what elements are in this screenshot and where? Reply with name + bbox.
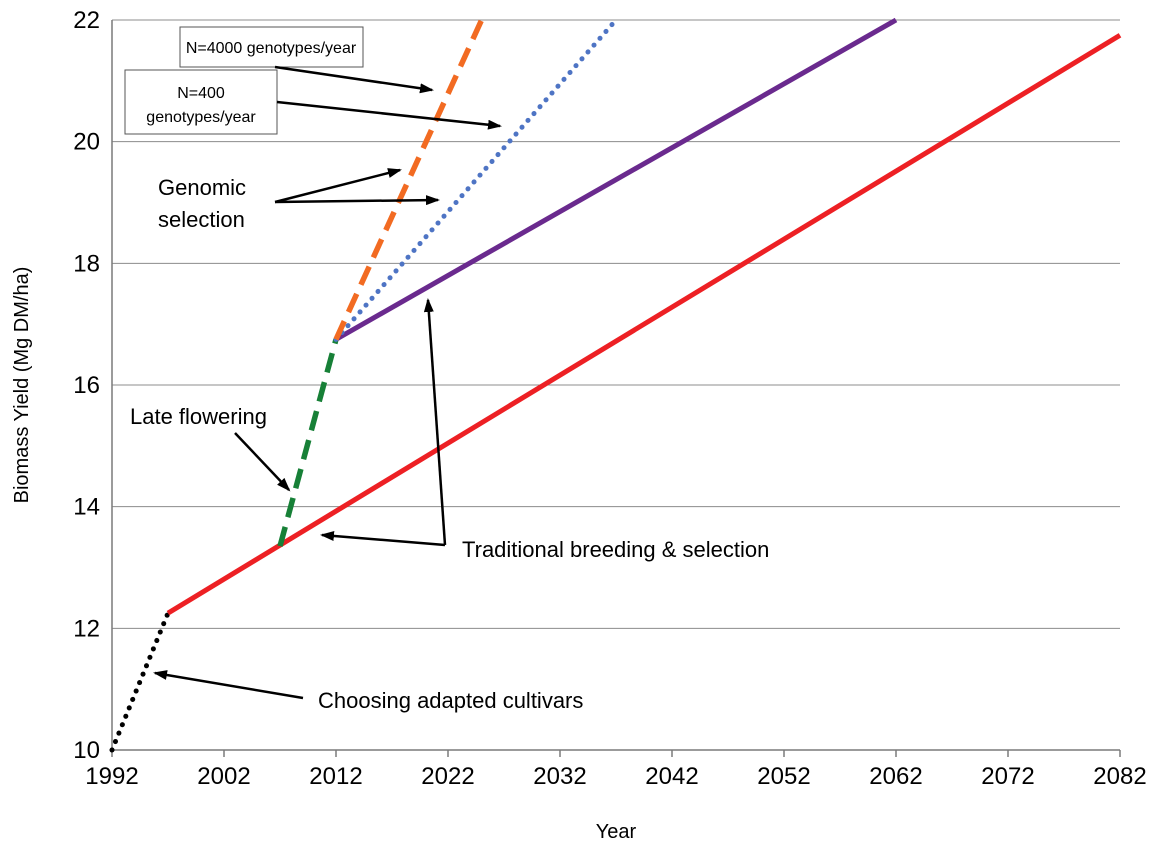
gridlines xyxy=(112,19,1120,629)
series-line-2 xyxy=(166,33,1122,616)
n400-label-line1: N=400 xyxy=(177,85,225,102)
series-line-4 xyxy=(334,17,898,342)
arrow-traditional-lower xyxy=(320,530,446,547)
series-line-1 xyxy=(109,610,171,753)
y-tick-label: 14 xyxy=(73,494,100,521)
n4000-label-box xyxy=(179,26,364,68)
y-axis-title: Biomass Yield (Mg DM/ha) xyxy=(11,267,33,504)
arrow-n400 xyxy=(276,100,502,130)
x-tick-label: 2032 xyxy=(533,763,586,790)
adapted-cultivars-label: Choosing adapted cultivars xyxy=(318,688,583,713)
x-tick-label: 2062 xyxy=(869,763,922,790)
x-tick-label: 2012 xyxy=(309,763,362,790)
series-line-5 xyxy=(333,17,619,342)
late-flowering-label: Late flowering xyxy=(130,404,267,429)
arrow-traditional-upper xyxy=(423,298,447,546)
y-tick-label: 18 xyxy=(73,250,100,277)
x-axis-title: Year xyxy=(596,821,637,841)
arrow-late-flowering xyxy=(234,432,291,492)
n4000-label: N=4000 genotypes/year xyxy=(186,40,357,57)
series-line-3 xyxy=(277,338,339,547)
arrow-n4000 xyxy=(274,65,434,94)
genomic-selection-label-line1: Genomic xyxy=(158,175,246,200)
y-tick-label: 12 xyxy=(73,615,100,642)
x-tick-label: 2042 xyxy=(645,763,698,790)
n400-label-line2: genotypes/year xyxy=(146,109,256,126)
y-tick-label: 20 xyxy=(73,129,100,156)
series-lines xyxy=(109,17,1122,753)
x-tick-label: 1992 xyxy=(85,763,138,790)
traditional-breeding-label: Traditional breeding & selection xyxy=(462,537,769,562)
x-tick-label: 2082 xyxy=(1093,763,1146,790)
y-tick-label: 16 xyxy=(73,372,100,399)
annotation-arrows xyxy=(153,65,502,700)
x-tick-label: 2052 xyxy=(757,763,810,790)
arrow-genomic-upper xyxy=(274,168,402,204)
n400-label-box xyxy=(124,69,278,135)
x-tick-label: 2072 xyxy=(981,763,1034,790)
arrow-adapted-cultivars xyxy=(153,670,304,700)
y-tick-label: 10 xyxy=(73,737,100,764)
y-tick-label: 22 xyxy=(73,7,100,34)
x-tick-label: 2002 xyxy=(197,763,250,790)
genomic-selection-label-line2: selection xyxy=(158,207,245,232)
arrow-genomic-lower xyxy=(274,195,440,206)
x-tick-label: 2022 xyxy=(421,763,474,790)
